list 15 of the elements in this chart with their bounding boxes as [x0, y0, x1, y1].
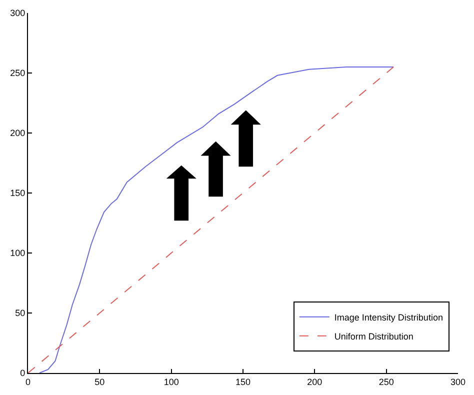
y-tick-label: 250 [10, 68, 26, 78]
y-tick-label: 50 [15, 308, 26, 318]
x-tick-label: 50 [94, 376, 105, 387]
y-tick-label: 200 [10, 128, 26, 138]
legend-label: Image Intensity Distribution [334, 312, 443, 322]
y-tick-label: 300 [10, 8, 26, 18]
y-tick-label: 0 [20, 368, 26, 378]
x-tick-label: 150 [235, 376, 251, 387]
x-tick-label: 300 [450, 376, 466, 387]
x-tick-label: 100 [164, 376, 179, 387]
x-tick-label: 250 [378, 376, 394, 387]
y-tick-label: 100 [10, 248, 26, 258]
legend-label: Uniform Distribution [334, 331, 414, 342]
y-tick-label: 150 [10, 188, 26, 198]
x-tick-label: 200 [307, 376, 322, 387]
